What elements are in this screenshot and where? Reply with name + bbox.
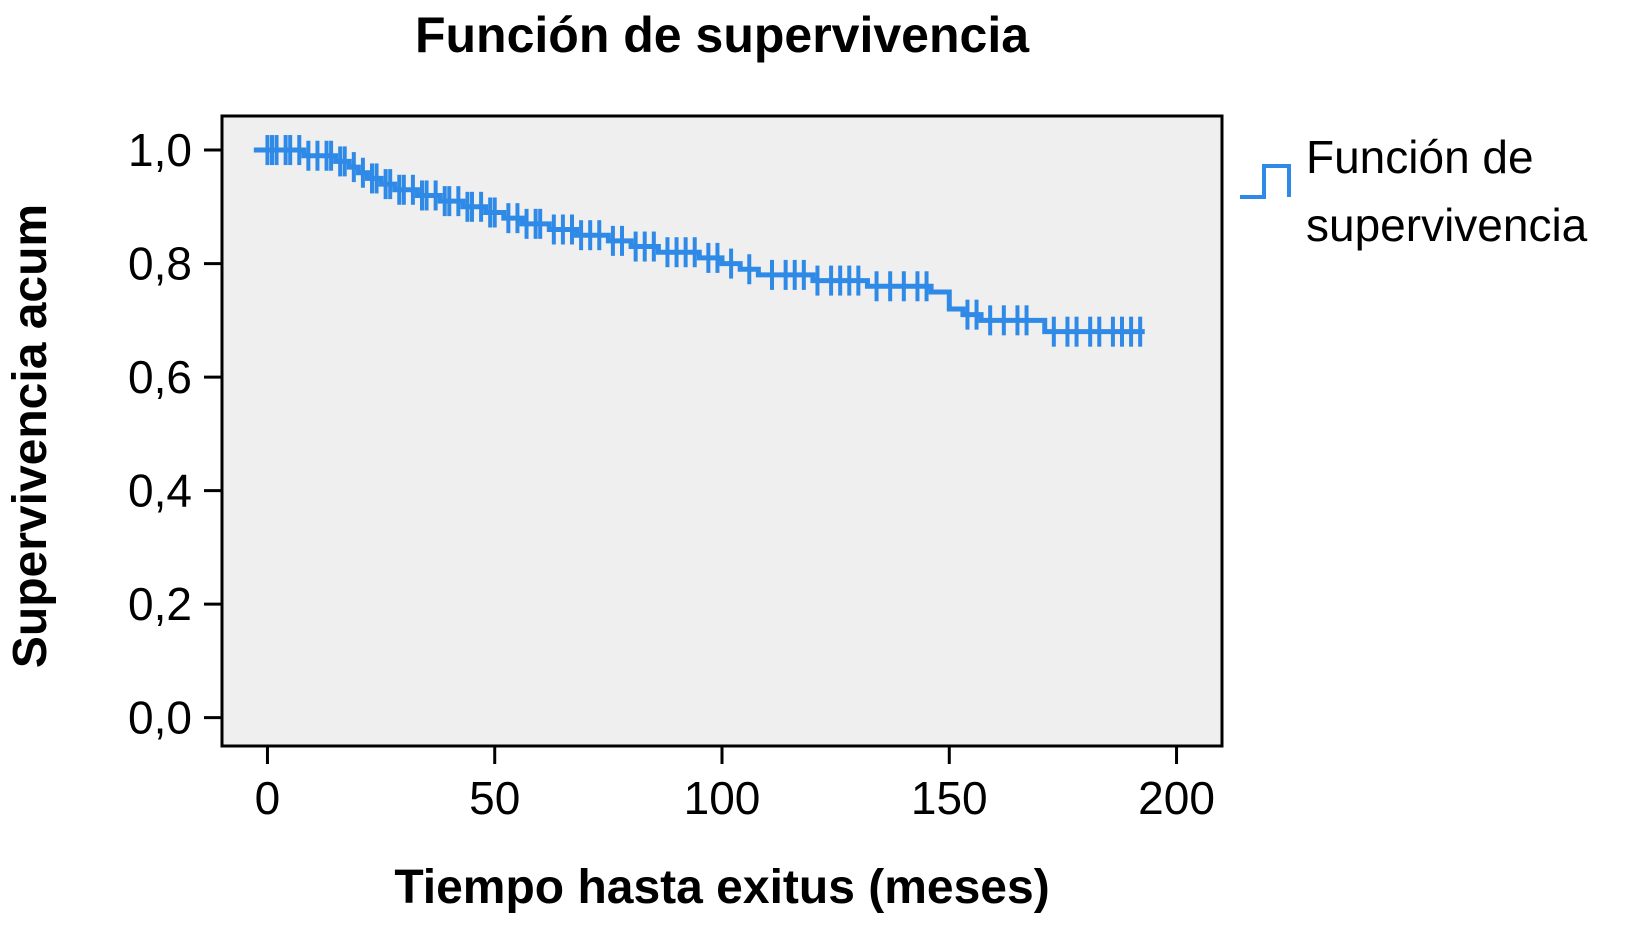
y-axis: 0,0 0,2 0,4 0,6 0,8 1,0: [128, 124, 222, 744]
y-axis-title: Supervivencia acum: [4, 204, 57, 668]
legend: Función de supervivencia: [1240, 131, 1588, 251]
x-tick-label: 100: [684, 772, 761, 824]
y-tick-label: 0,0: [128, 692, 192, 744]
plot-area: [220, 114, 1224, 748]
survival-step-line: [253, 147, 1145, 335]
x-tick-label: 50: [469, 772, 520, 824]
y-tick-label: 0,2: [128, 578, 192, 630]
x-tick-label: 0: [255, 772, 281, 824]
x-tick-label: 150: [911, 772, 988, 824]
y-tick-label: 0,8: [128, 238, 192, 290]
x-axis-title: Tiempo hasta exitus (meses): [394, 861, 1049, 914]
y-tick-label: 1,0: [128, 124, 192, 176]
survival-series: [253, 135, 1145, 347]
x-axis: 0 50 100 150 200: [255, 746, 1215, 824]
y-tick-label: 0,6: [128, 351, 192, 403]
chart-title: Función de supervivencia: [415, 7, 1030, 63]
legend-label-line-2: supervivencia: [1306, 199, 1588, 251]
y-tick-label: 0,4: [128, 465, 192, 517]
legend-step-icon: [1240, 164, 1291, 199]
legend-label-line-1: Función de: [1306, 131, 1534, 183]
x-tick-label: 200: [1138, 772, 1215, 824]
